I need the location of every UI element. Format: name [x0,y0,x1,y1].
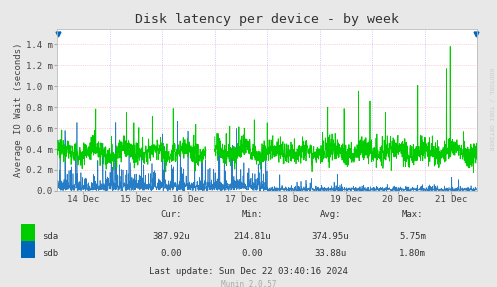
Title: Disk latency per device - by week: Disk latency per device - by week [135,13,399,26]
Text: sdb: sdb [42,249,58,259]
Text: sda: sda [42,232,58,241]
Text: Max:: Max: [402,210,423,219]
Text: Cur:: Cur: [161,210,182,219]
Text: 374.95u: 374.95u [312,232,349,241]
Text: Munin 2.0.57: Munin 2.0.57 [221,280,276,287]
Text: 387.92u: 387.92u [153,232,190,241]
Text: 5.75m: 5.75m [399,232,426,241]
Text: 0.00: 0.00 [242,249,263,259]
Text: 0.00: 0.00 [161,249,182,259]
Text: Min:: Min: [242,210,263,219]
Text: 214.81u: 214.81u [234,232,271,241]
Text: Avg:: Avg: [320,210,341,219]
Text: 1.80m: 1.80m [399,249,426,259]
Text: RRDTOOL / TOBI OETIKER: RRDTOOL / TOBI OETIKER [489,68,494,150]
Text: Last update: Sun Dec 22 03:40:16 2024: Last update: Sun Dec 22 03:40:16 2024 [149,267,348,276]
Text: 33.88u: 33.88u [315,249,346,259]
Y-axis label: Average IO Wait (seconds): Average IO Wait (seconds) [14,42,23,177]
